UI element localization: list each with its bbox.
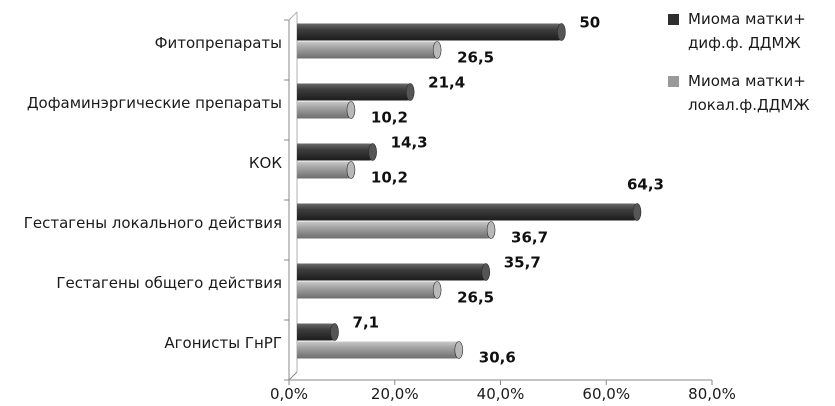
bar-end-cap xyxy=(346,101,356,119)
data-label-series-2: 26,5 xyxy=(457,49,494,67)
bottom-depth-line xyxy=(288,371,298,381)
category-labels: Фитопрепараты Дофаминэргические препараты… xyxy=(24,34,283,352)
data-label-series-1: 21,4 xyxy=(428,74,465,92)
bar-end-cap xyxy=(454,341,464,359)
x-tick-label: 20,0% xyxy=(371,385,419,403)
data-label-series-2: 10,2 xyxy=(371,109,408,127)
data-labels: 50 26,5 21,4 10,2 14,3 10,2 64,3 36,7 35,7 26,5 7,… xyxy=(353,14,664,367)
bar-end-cap xyxy=(432,281,442,299)
bar-series-2 xyxy=(297,221,496,239)
bar-series-1 xyxy=(297,203,641,221)
legend-label-series-1: диф.ф. ДДМЖ xyxy=(688,34,801,52)
bar-end-cap xyxy=(481,263,491,281)
data-label-series-2: 36,7 xyxy=(511,229,548,247)
data-label-series-1: 7,1 xyxy=(353,314,380,332)
bar-series-1 xyxy=(297,143,377,161)
bar-series-1 xyxy=(297,23,566,41)
data-label-series-2: 10,2 xyxy=(371,169,408,187)
category-label: КОК xyxy=(249,154,282,172)
category-label: Агонисты ГнРГ xyxy=(164,334,282,352)
data-label-series-2: 30,6 xyxy=(479,349,516,367)
legend-label-series-1: Миома матки+ xyxy=(688,10,806,28)
x-tick-label: 40,0% xyxy=(477,385,525,403)
bar-end-cap xyxy=(632,203,642,221)
bar-series-2 xyxy=(297,341,463,359)
legend-label-series-2: локал.ф.ДДМЖ xyxy=(688,96,810,114)
bar-series-2 xyxy=(297,161,355,179)
x-tick-label: 80,0% xyxy=(688,385,736,403)
x-tick-label: 60,0% xyxy=(582,385,630,403)
bar-series-1 xyxy=(297,83,415,101)
category-label: Гестагены локального действия xyxy=(24,214,282,232)
data-label-series-1: 35,7 xyxy=(504,254,541,272)
data-label-series-1: 50 xyxy=(579,14,600,32)
legend: Миома матки+ диф.ф. ДДМЖ Миома матки+ локал… xyxy=(668,10,810,114)
bar-end-cap xyxy=(557,23,566,41)
legend-label-series-2: Миома матки+ xyxy=(688,72,806,90)
bar-end-cap xyxy=(368,143,377,161)
bar-end-cap xyxy=(346,161,356,179)
bar-series-2 xyxy=(297,101,355,119)
bar-end-cap xyxy=(330,323,339,341)
bars xyxy=(297,23,642,359)
bar-series-1 xyxy=(297,323,339,341)
bar-end-cap xyxy=(405,83,415,101)
category-label: Гестагены общего действия xyxy=(56,274,282,292)
bar-series-1 xyxy=(297,263,490,281)
x-tick-labels: 0,0% 20,0% 40,0% 60,0% 80,0% xyxy=(270,385,736,403)
x-tick-label: 0,0% xyxy=(270,385,308,403)
category-label: Фитопрепараты xyxy=(155,34,282,52)
legend-swatch-series-1 xyxy=(668,14,679,25)
bar-end-cap xyxy=(432,41,442,59)
legend-swatch-series-2 xyxy=(668,76,679,87)
data-label-series-1: 14,3 xyxy=(391,134,428,152)
category-label: Дофаминэргические препараты xyxy=(27,94,282,112)
top-depth-line xyxy=(288,11,298,21)
axes xyxy=(284,11,713,385)
bar-series-2 xyxy=(297,41,442,59)
data-label-series-1: 64,3 xyxy=(627,176,664,194)
bar-series-2 xyxy=(297,281,442,299)
bar-end-cap xyxy=(486,221,496,239)
data-label-series-2: 26,5 xyxy=(457,289,494,307)
